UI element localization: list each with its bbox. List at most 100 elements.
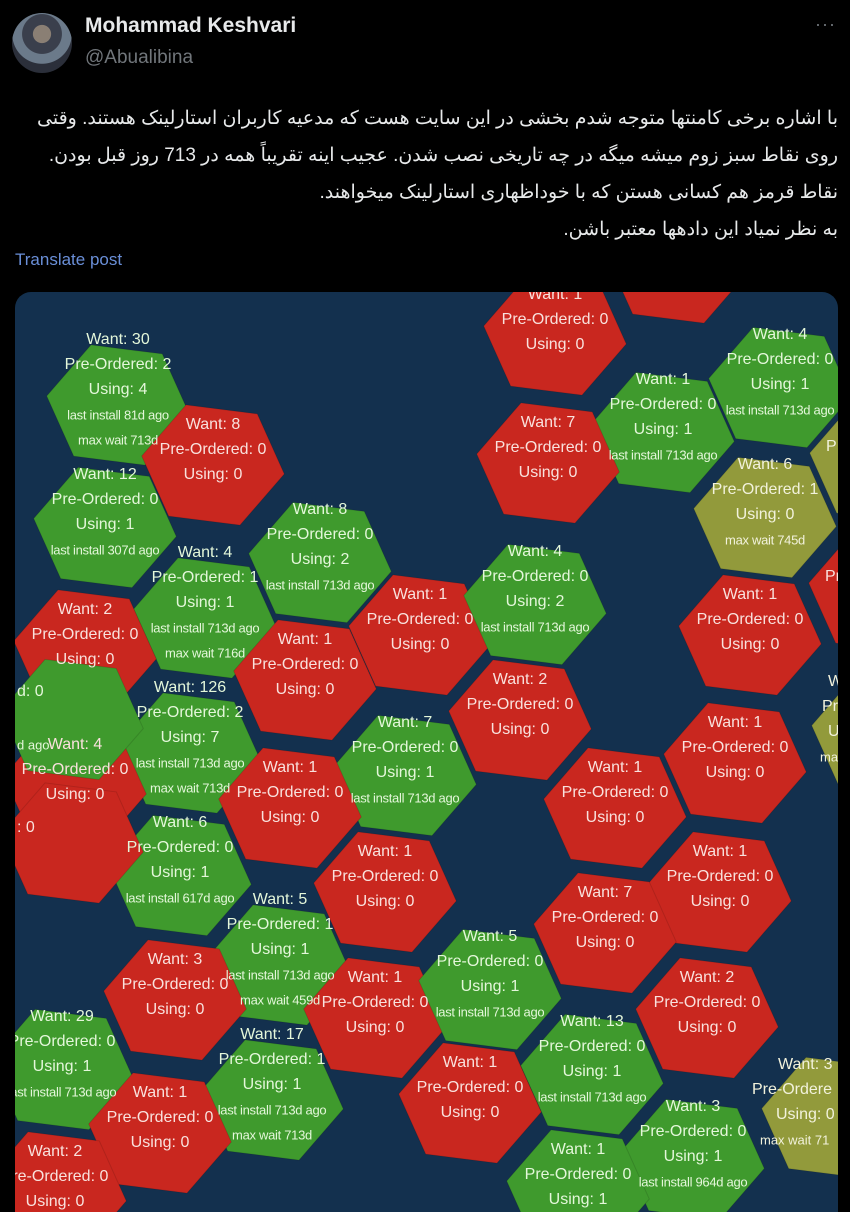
hex-cell-label: Using: 2	[290, 551, 350, 568]
hex-cell[interactable]	[809, 402, 838, 522]
more-options-icon[interactable]: ···	[815, 14, 836, 34]
hex-cell-label: Pre-Ordered: 0	[331, 868, 439, 885]
hex-cell-label: Want: 1	[132, 1084, 188, 1101]
hex-cell[interactable]	[533, 872, 677, 994]
hex-cell[interactable]	[15, 782, 144, 904]
hex-cell[interactable]	[543, 747, 687, 869]
hex-cell-label: Pre-Ordered: 0	[501, 311, 609, 328]
hex-cell[interactable]	[635, 957, 779, 1079]
avatar[interactable]	[12, 13, 72, 73]
hex-cell-label: Using: 1	[562, 1063, 622, 1080]
hex-cell[interactable]	[348, 574, 492, 696]
hex-cell-label: Using: 0	[130, 1134, 190, 1151]
hex-cell-label: Using: 1	[175, 594, 235, 611]
hex-cell-label: Using: 0	[145, 1001, 205, 1018]
hex-cell[interactable]	[33, 466, 177, 589]
hex-cell-label: last install 713d ago	[150, 620, 260, 636]
post-line: روی نقاط سبز زوم میشه میگه در چه تاریخی …	[48, 145, 838, 166]
hex-cell-label: Want: 8	[185, 416, 241, 433]
hex-cell[interactable]	[808, 532, 838, 652]
hex-cell[interactable]	[448, 659, 592, 781]
post-line: به نظر نمیاد این دادهها معتبر باشن.	[563, 219, 838, 240]
hex-cell-label: Using: 0	[575, 934, 635, 951]
hex-cell[interactable]	[313, 831, 457, 953]
hex-cell[interactable]	[606, 292, 749, 324]
hex-cell-label: Using: 0	[260, 809, 320, 826]
hex-cell-label: Pre-Ordered: 0	[561, 784, 669, 801]
hex-cell-label: Want: 2	[57, 601, 113, 618]
hex-cell-label: last install 713d ago	[135, 755, 245, 771]
hex-cell[interactable]	[663, 702, 807, 824]
hex-cell[interactable]	[88, 1072, 232, 1194]
hex-cell-label: Pre-Ordered: 0	[653, 994, 761, 1011]
hex-cell-label: Want: 1	[550, 1141, 606, 1158]
hex-cell-label: Using: 1	[32, 1058, 92, 1075]
hex-cell-label: max wait 745d	[725, 532, 805, 548]
hex-cell-label: Pre-Ordered: 0	[524, 1166, 632, 1183]
hex-cell-label: Using: 0	[183, 466, 243, 483]
hex-cell-label: Want: 2	[492, 671, 548, 688]
hex-cell[interactable]	[141, 404, 285, 526]
hex-cell[interactable]	[233, 619, 377, 741]
hex-cell[interactable]	[708, 326, 838, 449]
hex-cell-label: Pre-Ordered: 0	[15, 1168, 109, 1185]
hex-cell[interactable]	[476, 402, 620, 524]
hex-cell-label: Pre-Ordered: 0	[696, 611, 804, 628]
hex-cell-label: W	[828, 673, 838, 690]
hex-cell-label: Pre-Ordered: 0	[121, 976, 229, 993]
hex-cell-label: Want: 1	[722, 586, 778, 603]
hex-cell-label: Pre-Ordered: 0	[236, 784, 344, 801]
hex-cell[interactable]	[811, 674, 838, 794]
hex-cell-label: Using: 0	[440, 1104, 500, 1121]
hex-cell[interactable]	[761, 1056, 838, 1177]
hex-cell-label: max wait 71	[760, 1132, 830, 1148]
translate-post-link[interactable]: Translate post	[15, 250, 123, 269]
hex-cell[interactable]	[15, 1131, 127, 1212]
hex-cell-label: max wait 713d	[150, 780, 230, 796]
hex-cell-label: Want: 13	[560, 1013, 624, 1030]
hex-cell-label: Pre-Ordered: 0	[159, 441, 267, 458]
hex-cell-label: Using: 0	[490, 721, 550, 738]
hex-cell-label: last install 81d ago	[67, 407, 169, 423]
hex-cell[interactable]	[46, 344, 190, 466]
hex-cell[interactable]	[303, 957, 447, 1079]
hex-cell[interactable]	[15, 658, 144, 781]
hex-cell-label: Want: 4	[177, 544, 233, 561]
hex-cell-label: Using: 0	[690, 893, 750, 910]
hex-cell-label: Pre-Ordered: 0	[726, 351, 834, 368]
hex-cell-label: Want: 5	[462, 928, 518, 945]
hex-cell[interactable]	[15, 1008, 134, 1131]
hex-cell-label: Want: 126	[153, 679, 227, 696]
hex-cell-label: last install 713d ago	[15, 1084, 117, 1100]
hex-cell-label: last install 713d ago	[217, 1102, 327, 1118]
hex-cell-label: Us	[828, 723, 838, 740]
hex-cell-label: Pre-Ordered: 0	[31, 626, 139, 643]
hex-cell-label: last install 713d ago	[265, 577, 375, 593]
post-line: نقاط قرمز هم کسانی هستن که با خوداظهاری …	[319, 182, 839, 203]
hex-cell-label: Pre-Ordered: 0	[15, 1033, 116, 1050]
hex-cell-label: Want: 4	[47, 736, 103, 753]
hex-cell-label: Using: 0	[735, 506, 795, 523]
hex-cell-label: Pre-Ordered: 0	[466, 696, 574, 713]
hex-cell[interactable]	[418, 928, 562, 1051]
hex-cell-label: Want: 8	[292, 501, 348, 518]
hex-cell[interactable]	[398, 1042, 542, 1164]
hex-cell[interactable]	[103, 939, 247, 1061]
hex-cell[interactable]	[520, 1013, 664, 1136]
hex-cell[interactable]	[248, 501, 392, 624]
hex-cell[interactable]	[463, 543, 607, 666]
hex-cell[interactable]	[678, 574, 822, 696]
hex-cell-label: Want: 1	[692, 843, 748, 860]
author-handle[interactable]: @Abualibina	[85, 47, 194, 68]
hex-cell-label: Using: 1	[242, 1076, 302, 1093]
hex-cell-label: Want: 1	[262, 759, 318, 776]
hex-cell-label: Want: 30	[86, 331, 150, 348]
hex-cell[interactable]	[693, 456, 837, 579]
hex-cell-label: Want: 29	[30, 1008, 94, 1025]
hex-cell-label: Using: 2	[505, 593, 565, 610]
hex-cell-label: last install 713d ago	[725, 402, 835, 418]
hex-cell[interactable]	[218, 747, 362, 869]
author-name[interactable]: Mohammad Keshvari	[85, 14, 297, 37]
hex-cell[interactable]	[483, 292, 627, 396]
hex-cell[interactable]	[506, 1129, 650, 1212]
